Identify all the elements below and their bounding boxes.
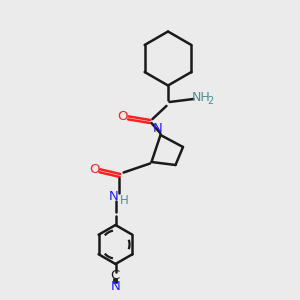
Text: 2: 2: [208, 96, 214, 106]
Text: N: N: [153, 122, 162, 136]
Text: O: O: [89, 163, 100, 176]
Text: H: H: [120, 194, 129, 208]
Text: O: O: [118, 110, 128, 124]
Text: NH: NH: [192, 91, 210, 104]
Text: C: C: [110, 269, 119, 282]
Text: N: N: [111, 280, 121, 293]
Text: N: N: [109, 190, 119, 203]
